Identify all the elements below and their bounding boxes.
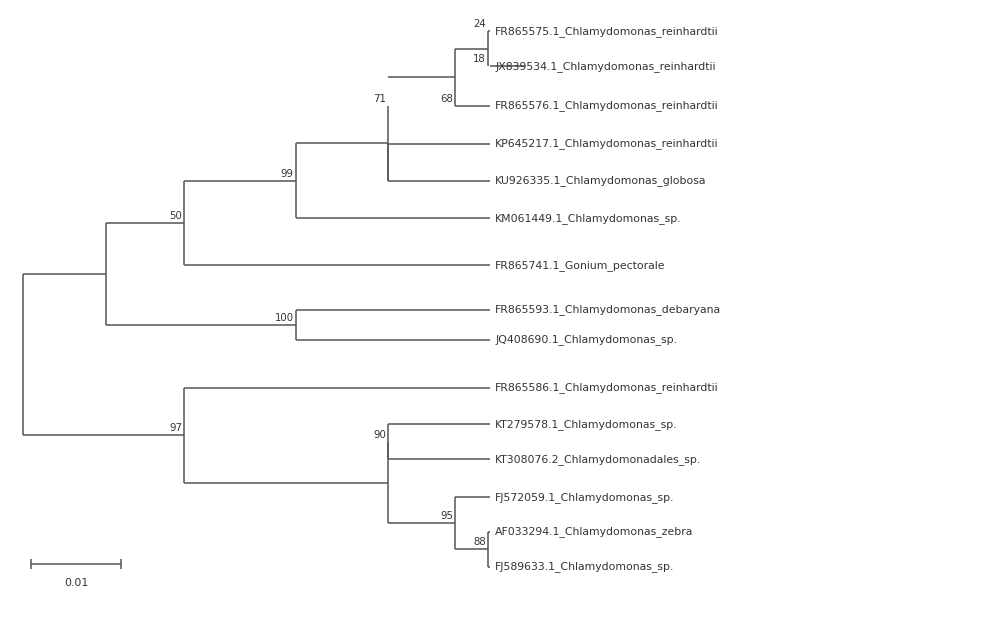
Text: AF033294.1_Chlamydomonas_zebra: AF033294.1_Chlamydomonas_zebra xyxy=(495,527,693,538)
Text: FJ572059.1_Chlamydomonas_sp.: FJ572059.1_Chlamydomonas_sp. xyxy=(495,492,675,502)
Text: JX839534.1_Chlamydomonas_reinhardtii: JX839534.1_Chlamydomonas_reinhardtii xyxy=(495,61,716,72)
Text: 50: 50 xyxy=(169,211,182,221)
Text: FR865576.1_Chlamydomonas_reinhardtii: FR865576.1_Chlamydomonas_reinhardtii xyxy=(495,101,719,111)
Text: 0.01: 0.01 xyxy=(64,578,88,588)
Text: JQ408690.1_Chlamydomonas_sp.: JQ408690.1_Chlamydomonas_sp. xyxy=(495,334,677,345)
Text: 100: 100 xyxy=(274,313,294,323)
Text: FR865593.1_Chlamydomonas_debaryana: FR865593.1_Chlamydomonas_debaryana xyxy=(495,305,721,315)
Text: KU926335.1_Chlamydomonas_globosa: KU926335.1_Chlamydomonas_globosa xyxy=(495,175,707,186)
Text: 71: 71 xyxy=(373,94,386,104)
Text: 68: 68 xyxy=(440,94,453,104)
Text: FR865575.1_Chlamydomonas_reinhardtii: FR865575.1_Chlamydomonas_reinhardtii xyxy=(495,26,719,36)
Text: KM061449.1_Chlamydomonas_sp.: KM061449.1_Chlamydomonas_sp. xyxy=(495,213,682,224)
Text: 99: 99 xyxy=(281,169,294,179)
Text: 88: 88 xyxy=(473,538,486,548)
Text: FR865741.1_Gonium_pectorale: FR865741.1_Gonium_pectorale xyxy=(495,260,666,271)
Text: FR865586.1_Chlamydomonas_reinhardtii: FR865586.1_Chlamydomonas_reinhardtii xyxy=(495,382,719,393)
Text: 24: 24 xyxy=(473,19,486,29)
Text: FJ589633.1_Chlamydomonas_sp.: FJ589633.1_Chlamydomonas_sp. xyxy=(495,561,674,572)
Text: 18: 18 xyxy=(473,54,486,64)
Text: 90: 90 xyxy=(373,430,386,440)
Text: KP645217.1_Chlamydomonas_reinhardtii: KP645217.1_Chlamydomonas_reinhardtii xyxy=(495,138,719,149)
Text: 97: 97 xyxy=(169,423,182,433)
Text: KT279578.1_Chlamydomonas_sp.: KT279578.1_Chlamydomonas_sp. xyxy=(495,419,678,430)
Text: 95: 95 xyxy=(440,511,453,522)
Text: KT308076.2_Chlamydomonadales_sp.: KT308076.2_Chlamydomonadales_sp. xyxy=(495,454,701,465)
